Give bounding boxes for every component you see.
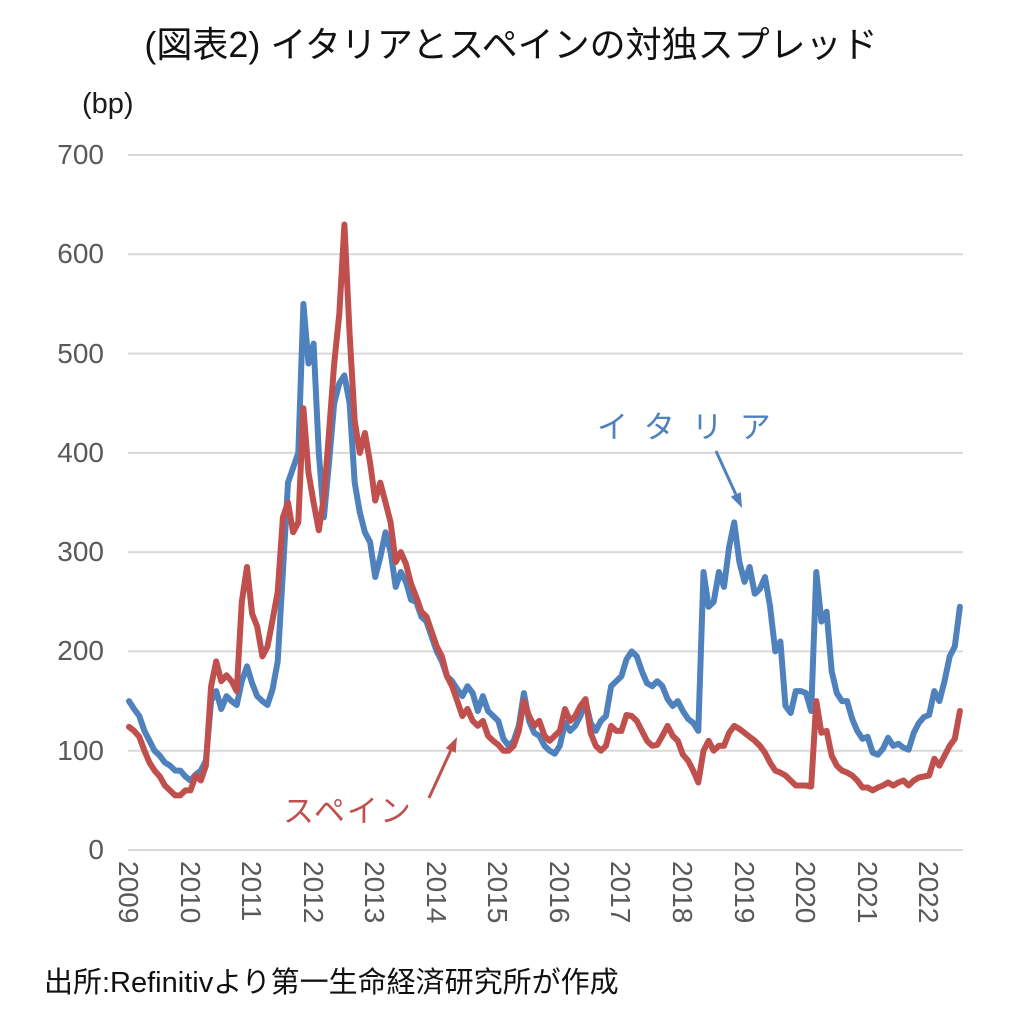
x-tick-label: 2009: [113, 861, 144, 924]
italy-line: [126, 300, 963, 784]
x-tick-label: 2021: [851, 861, 883, 924]
y-tick-label: 400: [57, 436, 104, 468]
x-tick-label: 2018: [666, 861, 698, 924]
x-tick-label: 2019: [728, 861, 760, 924]
x-tick-label: 2013: [359, 861, 391, 924]
y-tick-label: 600: [57, 238, 104, 270]
spain-line: [126, 221, 963, 799]
source-note: 出所:Refinitivより第一生命経済研究所が作成: [44, 967, 619, 999]
x-tick-label: 2020: [790, 861, 822, 924]
spain-annotation-arrow: [427, 737, 457, 799]
x-tick-label: 2012: [297, 861, 329, 924]
y-axis-unit-label: (bp): [82, 88, 134, 120]
x-tick-label: 2022: [913, 861, 945, 924]
y-tick-label: 0: [88, 834, 104, 865]
x-tick-label: 2010: [174, 861, 206, 924]
x-tick-label: 2014: [420, 861, 452, 924]
spain-series-label: スペイン: [283, 794, 413, 829]
italy-annotation-arrow: [714, 450, 742, 508]
x-tick-label: 2017: [605, 861, 637, 924]
y-tick-label: 700: [57, 139, 104, 170]
y-tick-label: 300: [57, 536, 104, 568]
x-tick-label: 2015: [482, 861, 514, 924]
y-tick-label: 200: [57, 635, 104, 667]
x-tick-label: 2016: [543, 861, 575, 924]
y-tick-label: 100: [57, 734, 104, 766]
italy-series-label: イタリア: [597, 410, 788, 445]
chart-title: (図表2) イタリアとスペインの対独スプレッド: [144, 24, 878, 65]
x-tick-label: 2011: [236, 861, 268, 922]
y-tick-label: 500: [57, 337, 104, 369]
